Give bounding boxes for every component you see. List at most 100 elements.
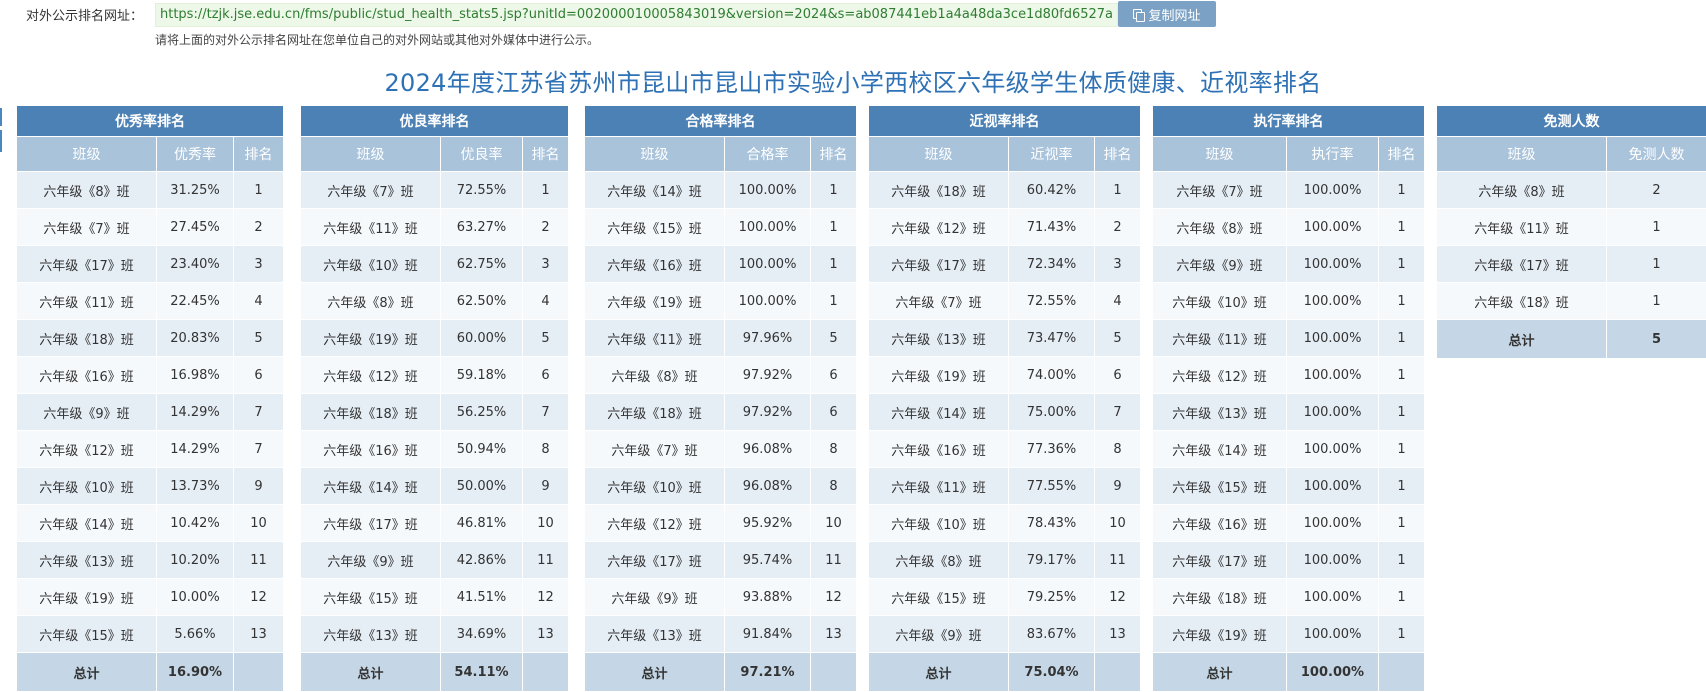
value-cell: 13.73% [157,468,234,505]
rank-cell: 10 [234,505,284,542]
rank-cell: 11 [1095,542,1141,579]
value-cell: 100.00% [1287,209,1379,246]
rank-cell: 1 [1379,616,1425,653]
value-cell: 22.45% [157,283,234,320]
rank-cell: 9 [1095,468,1141,505]
class-name-cell: 六年级《19》班 [301,320,441,357]
total-value [1095,653,1141,692]
total-value: 54.11% [441,653,523,692]
value-cell: 62.75% [441,246,523,283]
rank-cell: 12 [523,579,569,616]
value-cell: 23.40% [157,246,234,283]
total-value: 16.90% [157,653,234,692]
value-cell: 5.66% [157,616,234,653]
class-name-cell: 六年级《12》班 [869,209,1009,246]
rank-cell: 5 [234,320,284,357]
total-label: 总计 [585,653,725,692]
total-value: 75.04% [1009,653,1095,692]
public-url-field[interactable]: https://tzjk.jse.edu.cn/fms/public/stud_… [155,3,1118,27]
rank-cell: 13 [811,616,857,653]
value-cell: 100.00% [1287,246,1379,283]
rank-cell: 11 [811,542,857,579]
value-cell: 100.00% [1287,431,1379,468]
value-cell: 56.25% [441,394,523,431]
value-cell: 20.83% [157,320,234,357]
value-cell: 27.45% [157,209,234,246]
class-name-cell: 六年级《17》班 [1153,542,1287,579]
total-label: 总计 [17,653,157,692]
class-name-cell: 六年级《11》班 [1437,209,1607,246]
panel-title: 优秀率排名 [17,106,284,137]
column-header: 优秀率 [157,137,234,172]
rank-cell: 1 [811,283,857,320]
class-name-cell: 六年级《14》班 [17,505,157,542]
class-name-cell: 六年级《15》班 [869,579,1009,616]
class-name-cell: 六年级《11》班 [301,209,441,246]
rank-cell: 3 [523,246,569,283]
column-header: 排名 [1095,137,1141,172]
class-name-cell: 六年级《14》班 [869,394,1009,431]
total-value [1379,653,1425,692]
value-cell: 2 [1607,172,1706,209]
class-name-cell: 六年级《11》班 [869,468,1009,505]
value-cell: 100.00% [1287,394,1379,431]
rank-cell: 7 [234,431,284,468]
class-name-cell: 六年级《18》班 [1437,283,1607,320]
class-name-cell: 六年级《10》班 [1153,283,1287,320]
rank-cell: 6 [811,394,857,431]
column-header: 优良率 [441,137,523,172]
rank-cell: 7 [1095,394,1141,431]
class-name-cell: 六年级《17》班 [869,246,1009,283]
rank-cell: 12 [234,579,284,616]
value-cell: 71.43% [1009,209,1095,246]
value-cell: 78.43% [1009,505,1095,542]
copy-url-button[interactable]: 复制网址 [1118,1,1216,27]
rank-cell: 8 [1095,431,1141,468]
rank-cell: 1 [1379,357,1425,394]
rank-cell: 8 [523,431,569,468]
rank-cell: 4 [523,283,569,320]
panel-title: 优良率排名 [301,106,569,137]
value-cell: 75.00% [1009,394,1095,431]
class-name-cell: 六年级《13》班 [1153,394,1287,431]
rank-cell: 6 [523,357,569,394]
total-value: 97.21% [725,653,811,692]
column-header: 班级 [17,137,157,172]
rank-cell: 1 [1379,209,1425,246]
value-cell: 100.00% [1287,468,1379,505]
class-name-cell: 六年级《7》班 [301,172,441,209]
rank-cell: 1 [811,209,857,246]
value-cell: 100.00% [1287,616,1379,653]
value-cell: 95.74% [725,542,811,579]
value-cell: 41.51% [441,579,523,616]
total-value: 100.00% [1287,653,1379,692]
class-name-cell: 六年级《18》班 [1153,579,1287,616]
